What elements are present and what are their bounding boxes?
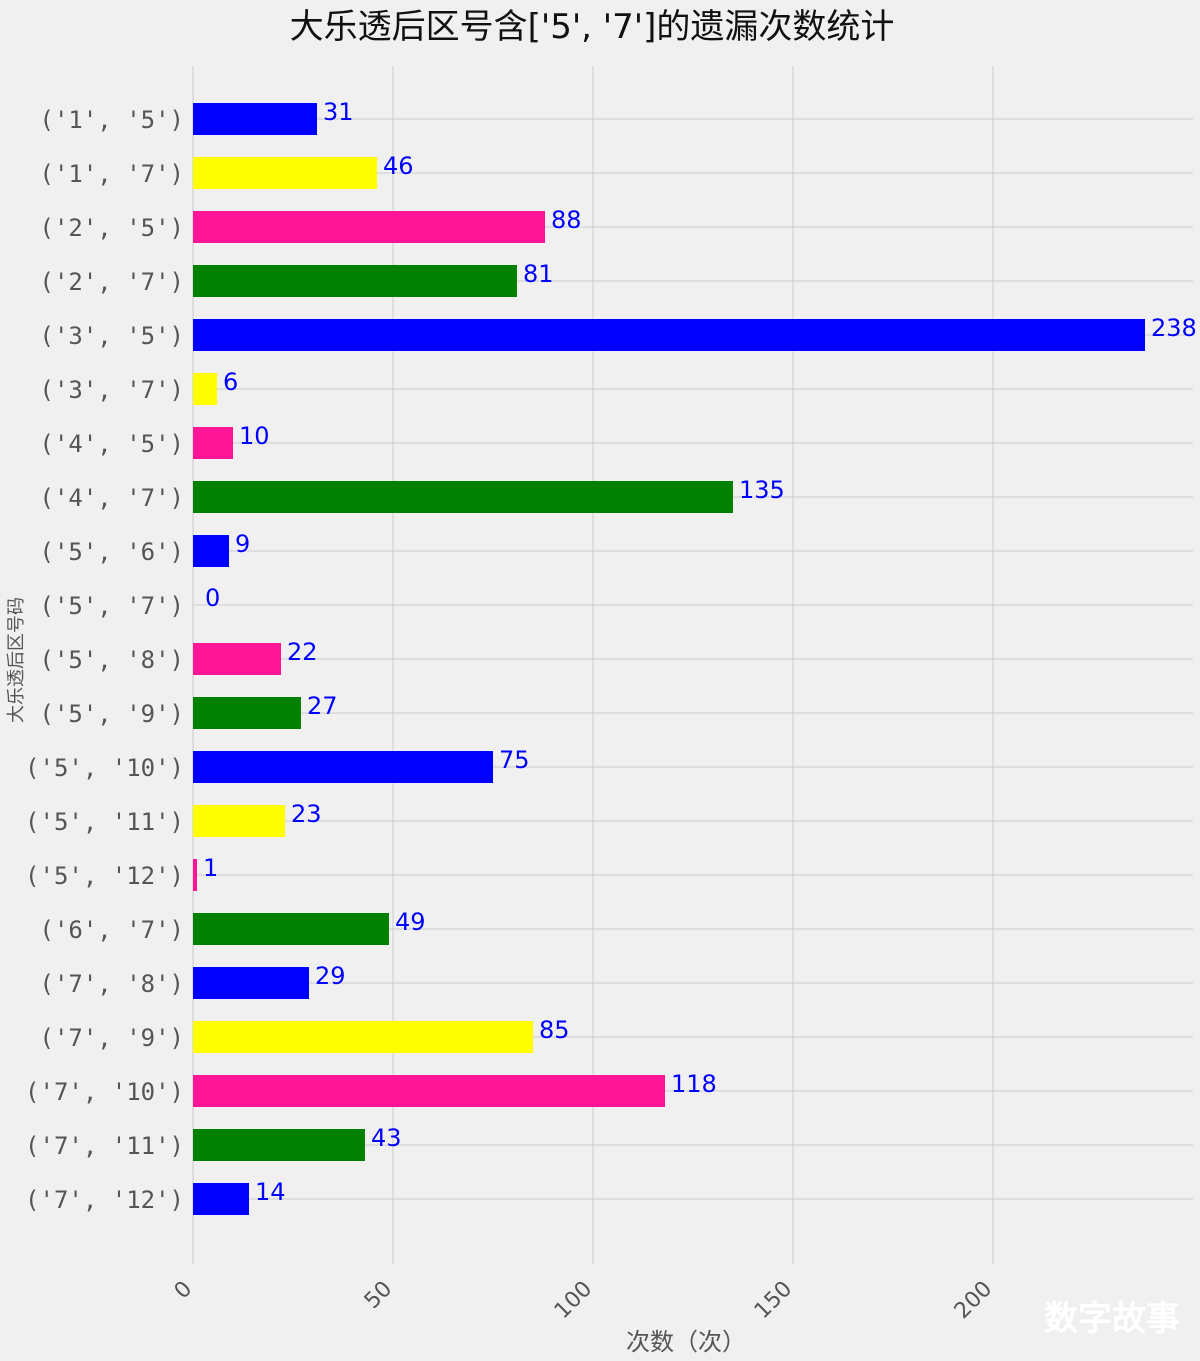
y-axis-label: 大乐透后区号码	[6, 597, 27, 723]
y-tick-label-4: ('3', '5')	[40, 322, 185, 350]
y-tick-label-5: ('3', '7')	[40, 376, 185, 404]
bar-20	[193, 1183, 249, 1215]
y-tick-label-7: ('4', '7')	[40, 484, 185, 512]
data-label-7: 135	[739, 476, 785, 504]
x-tick-label-1: 50	[360, 1277, 397, 1314]
data-label-0: 31	[323, 98, 354, 126]
bar-8	[193, 535, 229, 567]
data-label-16: 29	[315, 962, 346, 990]
data-label-12: 75	[499, 746, 530, 774]
bar-0	[193, 103, 317, 135]
data-label-14: 1	[203, 854, 218, 882]
data-label-4: 238	[1151, 314, 1197, 342]
data-label-17: 85	[539, 1016, 570, 1044]
chart-title: 大乐透后区号含['5', '7']的遗漏次数统计	[290, 7, 895, 47]
bar-11	[193, 697, 301, 729]
y-tick-label-8: ('5', '6')	[40, 538, 185, 566]
watermark-logo: 数字故事	[1044, 1299, 1180, 1339]
data-label-20: 14	[255, 1178, 286, 1206]
data-label-1: 46	[383, 152, 414, 180]
bar-16	[193, 967, 309, 999]
y-tick-label-13: ('5', '11')	[25, 808, 184, 836]
x-axis-label: 次数（次）	[626, 1328, 746, 1356]
y-tick-label-20: ('7', '12')	[25, 1186, 184, 1214]
x-tick-label-0: 0	[170, 1277, 198, 1305]
data-label-8: 9	[235, 530, 250, 558]
bar-5	[193, 373, 217, 405]
y-tick-label-18: ('7', '10')	[25, 1078, 184, 1106]
y-tick-label-0: ('1', '5')	[40, 106, 185, 134]
bar-14	[193, 859, 197, 891]
bar-7	[193, 481, 733, 513]
y-tick-label-16: ('7', '8')	[40, 970, 185, 998]
y-tick-label-3: ('2', '7')	[40, 268, 185, 296]
x-tick-label-2: 100	[550, 1277, 597, 1324]
y-tick-label-12: ('5', '10')	[25, 754, 184, 782]
data-label-10: 22	[287, 638, 318, 666]
x-tick-label-4: 200	[950, 1277, 997, 1324]
data-label-2: 88	[551, 206, 582, 234]
y-tick-label-1: ('1', '7')	[40, 160, 185, 188]
data-label-3: 81	[523, 260, 554, 288]
data-labels: 31 46 88 81 238 610 135 90 22 27 75 23 1 49 29 85 118 43 1…	[203, 98, 1197, 1206]
y-tick-label-6: ('4', '5')	[40, 430, 185, 458]
y-tick-label-19: ('7', '11')	[25, 1132, 184, 1160]
y-tick-label-17: ('7', '9')	[40, 1024, 185, 1052]
bar-10	[193, 643, 281, 675]
bar-19	[193, 1129, 365, 1161]
x-tick-labels: 0 50 100 150 200	[170, 1277, 998, 1324]
x-tick-label-3: 150	[750, 1277, 797, 1324]
y-tick-label-10: ('5', '8')	[40, 646, 185, 674]
data-label-5: 6	[223, 368, 238, 396]
data-label-13: 23	[291, 800, 322, 828]
bar-17	[193, 1021, 533, 1053]
bar-2	[193, 211, 545, 243]
bar-4	[193, 319, 1145, 351]
data-label-15: 49	[395, 908, 426, 936]
bar-3	[193, 265, 517, 297]
bar-12	[193, 751, 493, 783]
y-tick-labels: ('1', '5') ('1', '7') ('2', '5') ('2', '7')…	[25, 106, 184, 1214]
bar-15	[193, 913, 389, 945]
y-tick-label-9: ('5', '7')	[40, 592, 185, 620]
bar-18	[193, 1075, 665, 1107]
bars	[193, 103, 1145, 1215]
data-label-19: 43	[371, 1124, 402, 1152]
data-label-9: 0	[205, 584, 220, 612]
bar-1	[193, 157, 377, 189]
y-tick-label-15: ('6', '7')	[40, 916, 185, 944]
y-tick-label-11: ('5', '9')	[40, 700, 185, 728]
bar-6	[193, 427, 233, 459]
y-tick-label-14: ('5', '12')	[25, 862, 184, 890]
data-label-18: 118	[671, 1070, 717, 1098]
y-tick-label-2: ('2', '5')	[40, 214, 185, 242]
data-label-11: 27	[307, 692, 338, 720]
data-label-6: 10	[239, 422, 270, 450]
bar-13	[193, 805, 285, 837]
